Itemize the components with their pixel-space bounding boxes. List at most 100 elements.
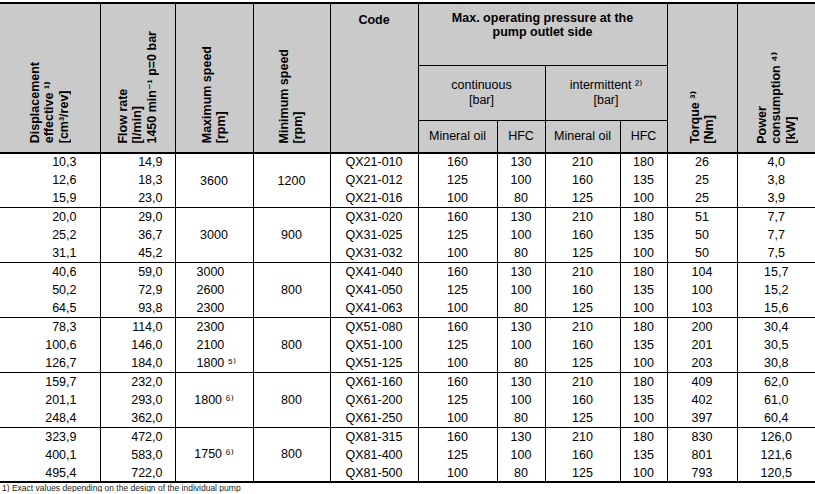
- cell-flow-rate: 293,0: [100, 391, 175, 409]
- cell-continuous-hfc: 80: [497, 409, 545, 427]
- col-header-flow-rate: Flow rate [l/min] 1450 min⁻¹ p=0 bar: [100, 3, 175, 153]
- cell-torque: 201: [667, 336, 737, 354]
- col-header-continuous: continuous [bar]: [418, 65, 545, 120]
- cell-flow-rate: 472,0: [100, 427, 175, 445]
- cell-power: 15,2: [737, 281, 815, 299]
- cell-flow-rate: 29,0: [100, 208, 175, 226]
- cell-intermittent-hfc: 180: [620, 208, 667, 226]
- cell-intermittent-mineral-oil: 210: [545, 153, 620, 171]
- cell-flow-rate: 59,0: [100, 263, 175, 281]
- cell-intermittent-mineral-oil: 160: [545, 281, 620, 299]
- cell-intermittent-hfc: 135: [620, 391, 667, 409]
- cell-continuous-hfc: 130: [497, 427, 545, 445]
- col-header-code: Code: [330, 3, 418, 153]
- cell-continuous-hfc: 100: [497, 226, 545, 244]
- table-row: 201,1293,0QX61-20012510016013540261,0: [0, 391, 815, 409]
- cell-code: QX31-025: [330, 226, 418, 244]
- cell-flow-rate: 722,0: [100, 464, 175, 482]
- col-header-displacement: Displacement effective ¹⁾ [cm³/rev]: [0, 3, 100, 153]
- cell-displacement: 50,2: [0, 281, 100, 299]
- table-row: 40,659,03000800QX41-04016013021018010415…: [0, 263, 815, 281]
- cell-intermittent-hfc: 100: [620, 190, 667, 208]
- table-header: Displacement effective ¹⁾ [cm³/rev] Flow…: [0, 3, 815, 153]
- cell-torque: 793: [667, 464, 737, 482]
- cell-intermittent-mineral-oil: 210: [545, 373, 620, 391]
- cell-power: 61,0: [737, 391, 815, 409]
- cell-intermittent-mineral-oil: 210: [545, 263, 620, 281]
- cell-displacement: 495,4: [0, 464, 100, 482]
- cell-displacement: 20,0: [0, 208, 100, 226]
- cell-intermittent-hfc: 135: [620, 226, 667, 244]
- table-body: 10,314,936001200QX21-010160130210180264,…: [0, 153, 815, 482]
- col-header-intermittent-hfc: HFC: [620, 120, 667, 153]
- cell-max-speed: 2100: [175, 336, 253, 354]
- cell-torque: 50: [667, 244, 737, 262]
- cell-torque: 801: [667, 446, 737, 464]
- cell-intermittent-hfc: 180: [620, 373, 667, 391]
- cell-intermittent-mineral-oil: 160: [545, 446, 620, 464]
- cell-power: 30,4: [737, 318, 815, 336]
- cell-continuous-hfc: 80: [497, 299, 545, 317]
- cell-min-speed: 800: [253, 263, 330, 318]
- cell-power: 4,0: [737, 153, 815, 171]
- cell-code: QX81-400: [330, 446, 418, 464]
- cell-intermittent-mineral-oil: 125: [545, 464, 620, 482]
- cell-continuous-mineral-oil: 100: [418, 244, 497, 262]
- cell-continuous-hfc: 100: [497, 171, 545, 189]
- cell-continuous-mineral-oil: 125: [418, 336, 497, 354]
- cell-torque: 26: [667, 153, 737, 171]
- cell-min-speed: 1200: [253, 153, 330, 208]
- cell-code: QX41-040: [330, 263, 418, 281]
- cell-torque: 103: [667, 299, 737, 317]
- cell-intermittent-mineral-oil: 125: [545, 299, 620, 317]
- table-row: 248,4362,0QX61-2501008012510039760,4: [0, 409, 815, 427]
- cell-flow-rate: 184,0: [100, 354, 175, 372]
- cell-continuous-mineral-oil: 160: [418, 263, 497, 281]
- cell-displacement: 78,3: [0, 318, 100, 336]
- table-row: 12,618,3QX21-012125100160135253,8: [0, 171, 815, 189]
- table-row: 50,272,92600QX41-05012510016013510015,2: [0, 281, 815, 299]
- cell-max-speed: 2300: [175, 318, 253, 336]
- cell-displacement: 25,2: [0, 226, 100, 244]
- cell-code: QX51-125: [330, 354, 418, 372]
- cell-continuous-mineral-oil: 100: [418, 409, 497, 427]
- cell-torque: 104: [667, 263, 737, 281]
- cell-intermittent-hfc: 100: [620, 409, 667, 427]
- col-header-intermittent: intermittent ²⁾ [bar]: [545, 65, 667, 120]
- cell-power: 126,0: [737, 427, 815, 445]
- col-header-max-speed: Maximum speed [rpm]: [175, 3, 253, 153]
- cell-flow-rate: 72,9: [100, 281, 175, 299]
- cell-power: 60,4: [737, 409, 815, 427]
- cell-torque: 200: [667, 318, 737, 336]
- cell-intermittent-hfc: 180: [620, 427, 667, 445]
- cell-continuous-hfc: 100: [497, 446, 545, 464]
- cell-torque: 203: [667, 354, 737, 372]
- cell-continuous-hfc: 80: [497, 190, 545, 208]
- cell-flow-rate: 232,0: [100, 373, 175, 391]
- cell-flow-rate: 93,8: [100, 299, 175, 317]
- cell-flow-rate: 362,0: [100, 409, 175, 427]
- cell-intermittent-hfc: 135: [620, 446, 667, 464]
- col-header-continuous-mineral-oil: Mineral oil: [418, 120, 497, 153]
- cell-displacement: 64,5: [0, 299, 100, 317]
- cell-continuous-mineral-oil: 160: [418, 153, 497, 171]
- cell-continuous-hfc: 100: [497, 281, 545, 299]
- cell-torque: 409: [667, 373, 737, 391]
- cell-code: QX61-160: [330, 373, 418, 391]
- cell-intermittent-mineral-oil: 125: [545, 244, 620, 262]
- cell-max-speed: 1800 ⁶⁾: [175, 373, 253, 428]
- cell-displacement: 248,4: [0, 409, 100, 427]
- cell-code: QX81-500: [330, 464, 418, 482]
- cell-max-speed: 1750 ⁶⁾: [175, 427, 253, 482]
- cell-continuous-mineral-oil: 100: [418, 464, 497, 482]
- cell-continuous-hfc: 100: [497, 391, 545, 409]
- cell-torque: 50: [667, 226, 737, 244]
- footnote-clipped: 1) Exact values depending on the design …: [0, 483, 815, 492]
- cell-power: 121,6: [737, 446, 815, 464]
- cell-max-speed: 3600: [175, 153, 253, 208]
- cell-flow-rate: 14,9: [100, 153, 175, 171]
- cell-displacement: 12,6: [0, 171, 100, 189]
- table-row: 64,593,82300QX41-0631008012510010315,6: [0, 299, 815, 317]
- cell-power: 7,7: [737, 208, 815, 226]
- cell-flow-rate: 146,0: [100, 336, 175, 354]
